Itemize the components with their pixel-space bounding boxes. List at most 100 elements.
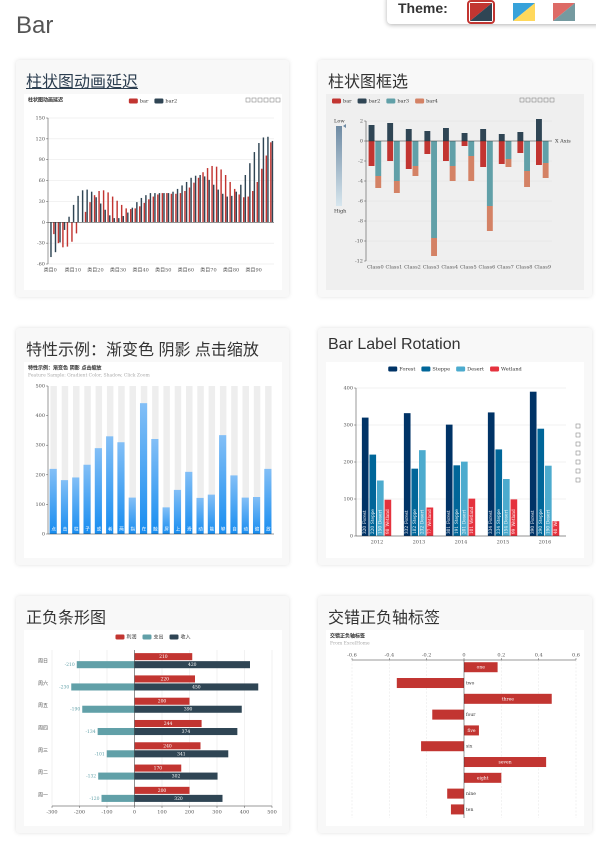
chart-card[interactable]: Bar Label Rotation 0 100 200 300 400 320 Forest…	[318, 328, 592, 565]
x-tick-label: 2015	[497, 540, 510, 546]
theme-dark[interactable]	[553, 3, 575, 21]
bar-shadow	[84, 386, 91, 534]
toolbox-icon	[275, 97, 281, 103]
bar	[262, 137, 265, 223]
bar	[118, 218, 120, 223]
bar	[134, 728, 238, 736]
value-label: 390 Forest	[530, 510, 535, 534]
bar	[377, 480, 384, 536]
value-label: 190 Desert	[545, 510, 550, 534]
theme-light[interactable]	[513, 3, 535, 21]
chart-subtitle: From ExcelHome	[330, 641, 370, 647]
value-label: 77Wetland	[427, 509, 432, 534]
value-label: 170	[154, 766, 163, 772]
bar	[68, 216, 70, 223]
bar	[134, 772, 218, 780]
value-label: 341	[177, 751, 186, 757]
toolbox-icon	[531, 97, 537, 103]
bar	[431, 141, 437, 238]
chart-background	[326, 94, 584, 290]
value-label-name: Forest	[488, 510, 493, 524]
theme-default[interactable]	[467, 0, 495, 24]
value-label: 99Wetland	[511, 509, 516, 534]
legend-label: Desert	[467, 367, 484, 373]
bar	[252, 497, 261, 534]
bar	[134, 683, 259, 691]
bar	[387, 123, 394, 141]
bar	[120, 204, 123, 223]
bar	[468, 498, 476, 536]
bar-shadow	[242, 386, 250, 534]
bar	[93, 195, 96, 223]
x-tick-label: 2012	[371, 540, 384, 546]
bar	[267, 136, 269, 223]
bar	[179, 193, 182, 223]
bar	[536, 119, 542, 141]
bar	[503, 479, 510, 536]
bar	[152, 196, 155, 223]
legend-swatch	[456, 366, 466, 372]
chart-card[interactable]: 柱状图框选 -12 -10 -8 -6 -4 -2 0 2 Class0 Class1 Class2 C…	[318, 60, 592, 297]
legend-swatch	[490, 366, 500, 372]
value-label-name: Desert	[419, 510, 424, 524]
bar	[242, 197, 245, 223]
bar	[412, 141, 419, 166]
toolbox-icon	[263, 97, 269, 103]
bar	[184, 191, 186, 223]
value-label-name: Wetland	[469, 506, 474, 524]
bar-shadow	[208, 386, 216, 534]
bar	[206, 168, 209, 223]
bar	[176, 188, 179, 223]
bar	[90, 191, 93, 223]
chart-card[interactable]: 正负条形图 -300 -200 -100 0 100 200 300 400 500 200 170 2…	[16, 596, 289, 833]
bar	[258, 143, 260, 223]
bar	[151, 438, 159, 534]
category-label: 在	[142, 526, 147, 533]
x-tick-label: 0	[133, 810, 136, 816]
value-label-name: Desert	[377, 510, 382, 524]
legend-label: Wetland	[501, 367, 523, 373]
bar	[59, 222, 61, 243]
legend: 利润 支出 收入	[115, 634, 191, 641]
bar	[241, 497, 249, 534]
bar	[411, 468, 419, 536]
value-label-name: Steppe	[412, 509, 417, 524]
bar	[196, 497, 204, 534]
bar	[71, 683, 135, 691]
legend-swatch	[169, 634, 179, 640]
card-title: Bar Label Rotation	[328, 336, 461, 353]
value-label-number: 191	[454, 526, 459, 534]
x-tick-label: 类目40	[132, 267, 148, 274]
bar	[188, 187, 191, 223]
x-tick-label: Class7	[497, 265, 514, 271]
category-label: ten	[466, 807, 473, 813]
bar	[542, 141, 549, 163]
chart-card[interactable]: 特性示例：渐变色 阴影 点击缩放 特性示例：渐变色 阴影 点击缩放 Feature …	[16, 328, 289, 565]
visual-map-handle	[343, 124, 346, 128]
bar	[84, 211, 87, 223]
bar	[264, 468, 272, 534]
bar	[77, 195, 79, 223]
bar	[106, 750, 135, 758]
toolbox-icon	[251, 97, 257, 103]
value-label: 201 Desert	[461, 510, 466, 534]
toolbox-icon	[575, 477, 581, 483]
bar	[486, 206, 493, 231]
value-label-number: 201	[461, 526, 466, 534]
legend: bar bar2 bar3 bar4	[332, 98, 438, 105]
legend-label: 收入	[181, 634, 191, 641]
bar	[193, 182, 195, 223]
bar	[369, 454, 377, 536]
value-label-number: 290	[538, 526, 543, 534]
bar	[421, 741, 464, 752]
bar	[134, 208, 136, 223]
x-tick-label: 类目90	[245, 267, 261, 274]
value-label: 154 Desert	[503, 510, 508, 534]
chart-card[interactable]: 交错正负轴标签 交错正负轴标签 From ExcelHome -0.6 -0.4 -0.2…	[318, 596, 592, 833]
legend-label: bar	[140, 99, 149, 105]
y-tick-label: 200	[35, 472, 45, 478]
bar	[426, 507, 434, 536]
bar	[261, 168, 263, 223]
chart-card[interactable]: 柱状图动画延迟 柱状图动画延迟 -60 -30 0 30 60 90 120 150 类目0 类目10…	[16, 60, 289, 297]
bar	[464, 693, 552, 704]
